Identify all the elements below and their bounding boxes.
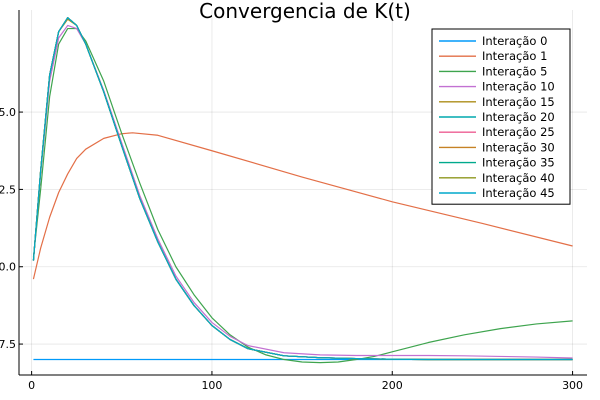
legend-label: Interação 10 bbox=[482, 80, 555, 94]
legend-label: Interação 35 bbox=[482, 156, 555, 170]
x-tick-label: 200 bbox=[382, 379, 403, 392]
series-line-3 bbox=[32, 24, 573, 359]
legend-label: Interação 1 bbox=[482, 49, 547, 63]
y-tick-label: 2.5 bbox=[0, 183, 16, 196]
legend-label: Interação 5 bbox=[482, 64, 547, 78]
series-line-10 bbox=[32, 17, 573, 361]
legend-label: Interação 20 bbox=[482, 110, 555, 124]
legend-label: Interação 15 bbox=[482, 95, 555, 109]
x-tick-label: 100 bbox=[201, 379, 222, 392]
x-tick-label: 0 bbox=[28, 379, 35, 392]
legend-label: Interação 45 bbox=[482, 186, 555, 200]
x-tick-label: 300 bbox=[562, 379, 583, 392]
legend-box bbox=[431, 28, 571, 205]
series-line-1 bbox=[32, 132, 573, 280]
legend-label: Interação 25 bbox=[482, 125, 555, 139]
y-tick-label: 0.0 bbox=[0, 261, 16, 274]
legend-label: Interação 0 bbox=[482, 34, 547, 48]
axes: 0 100 200 300 7.5 0.0 2.5 5.0 bbox=[0, 10, 587, 392]
grid bbox=[19, 10, 587, 375]
legend-label: Interação 30 bbox=[482, 140, 555, 154]
series-group bbox=[32, 17, 573, 364]
legend-label: Interação 40 bbox=[482, 171, 555, 185]
series-line-2 bbox=[32, 27, 573, 364]
chart-title: Convergencia de K(t) bbox=[199, 0, 411, 23]
y-tick-label: 5.0 bbox=[0, 106, 16, 119]
y-tick-label: 7.5 bbox=[0, 338, 16, 351]
